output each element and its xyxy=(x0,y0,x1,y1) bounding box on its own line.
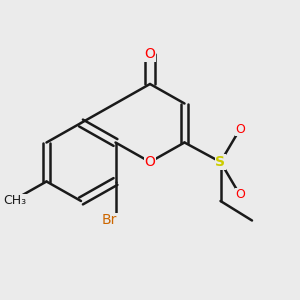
Text: O: O xyxy=(235,188,245,202)
Text: O: O xyxy=(145,47,155,61)
Text: S: S xyxy=(215,155,226,169)
Text: O: O xyxy=(145,155,155,169)
Text: CH₃: CH₃ xyxy=(3,194,27,208)
Text: Br: Br xyxy=(102,214,117,227)
Text: O: O xyxy=(235,122,245,136)
